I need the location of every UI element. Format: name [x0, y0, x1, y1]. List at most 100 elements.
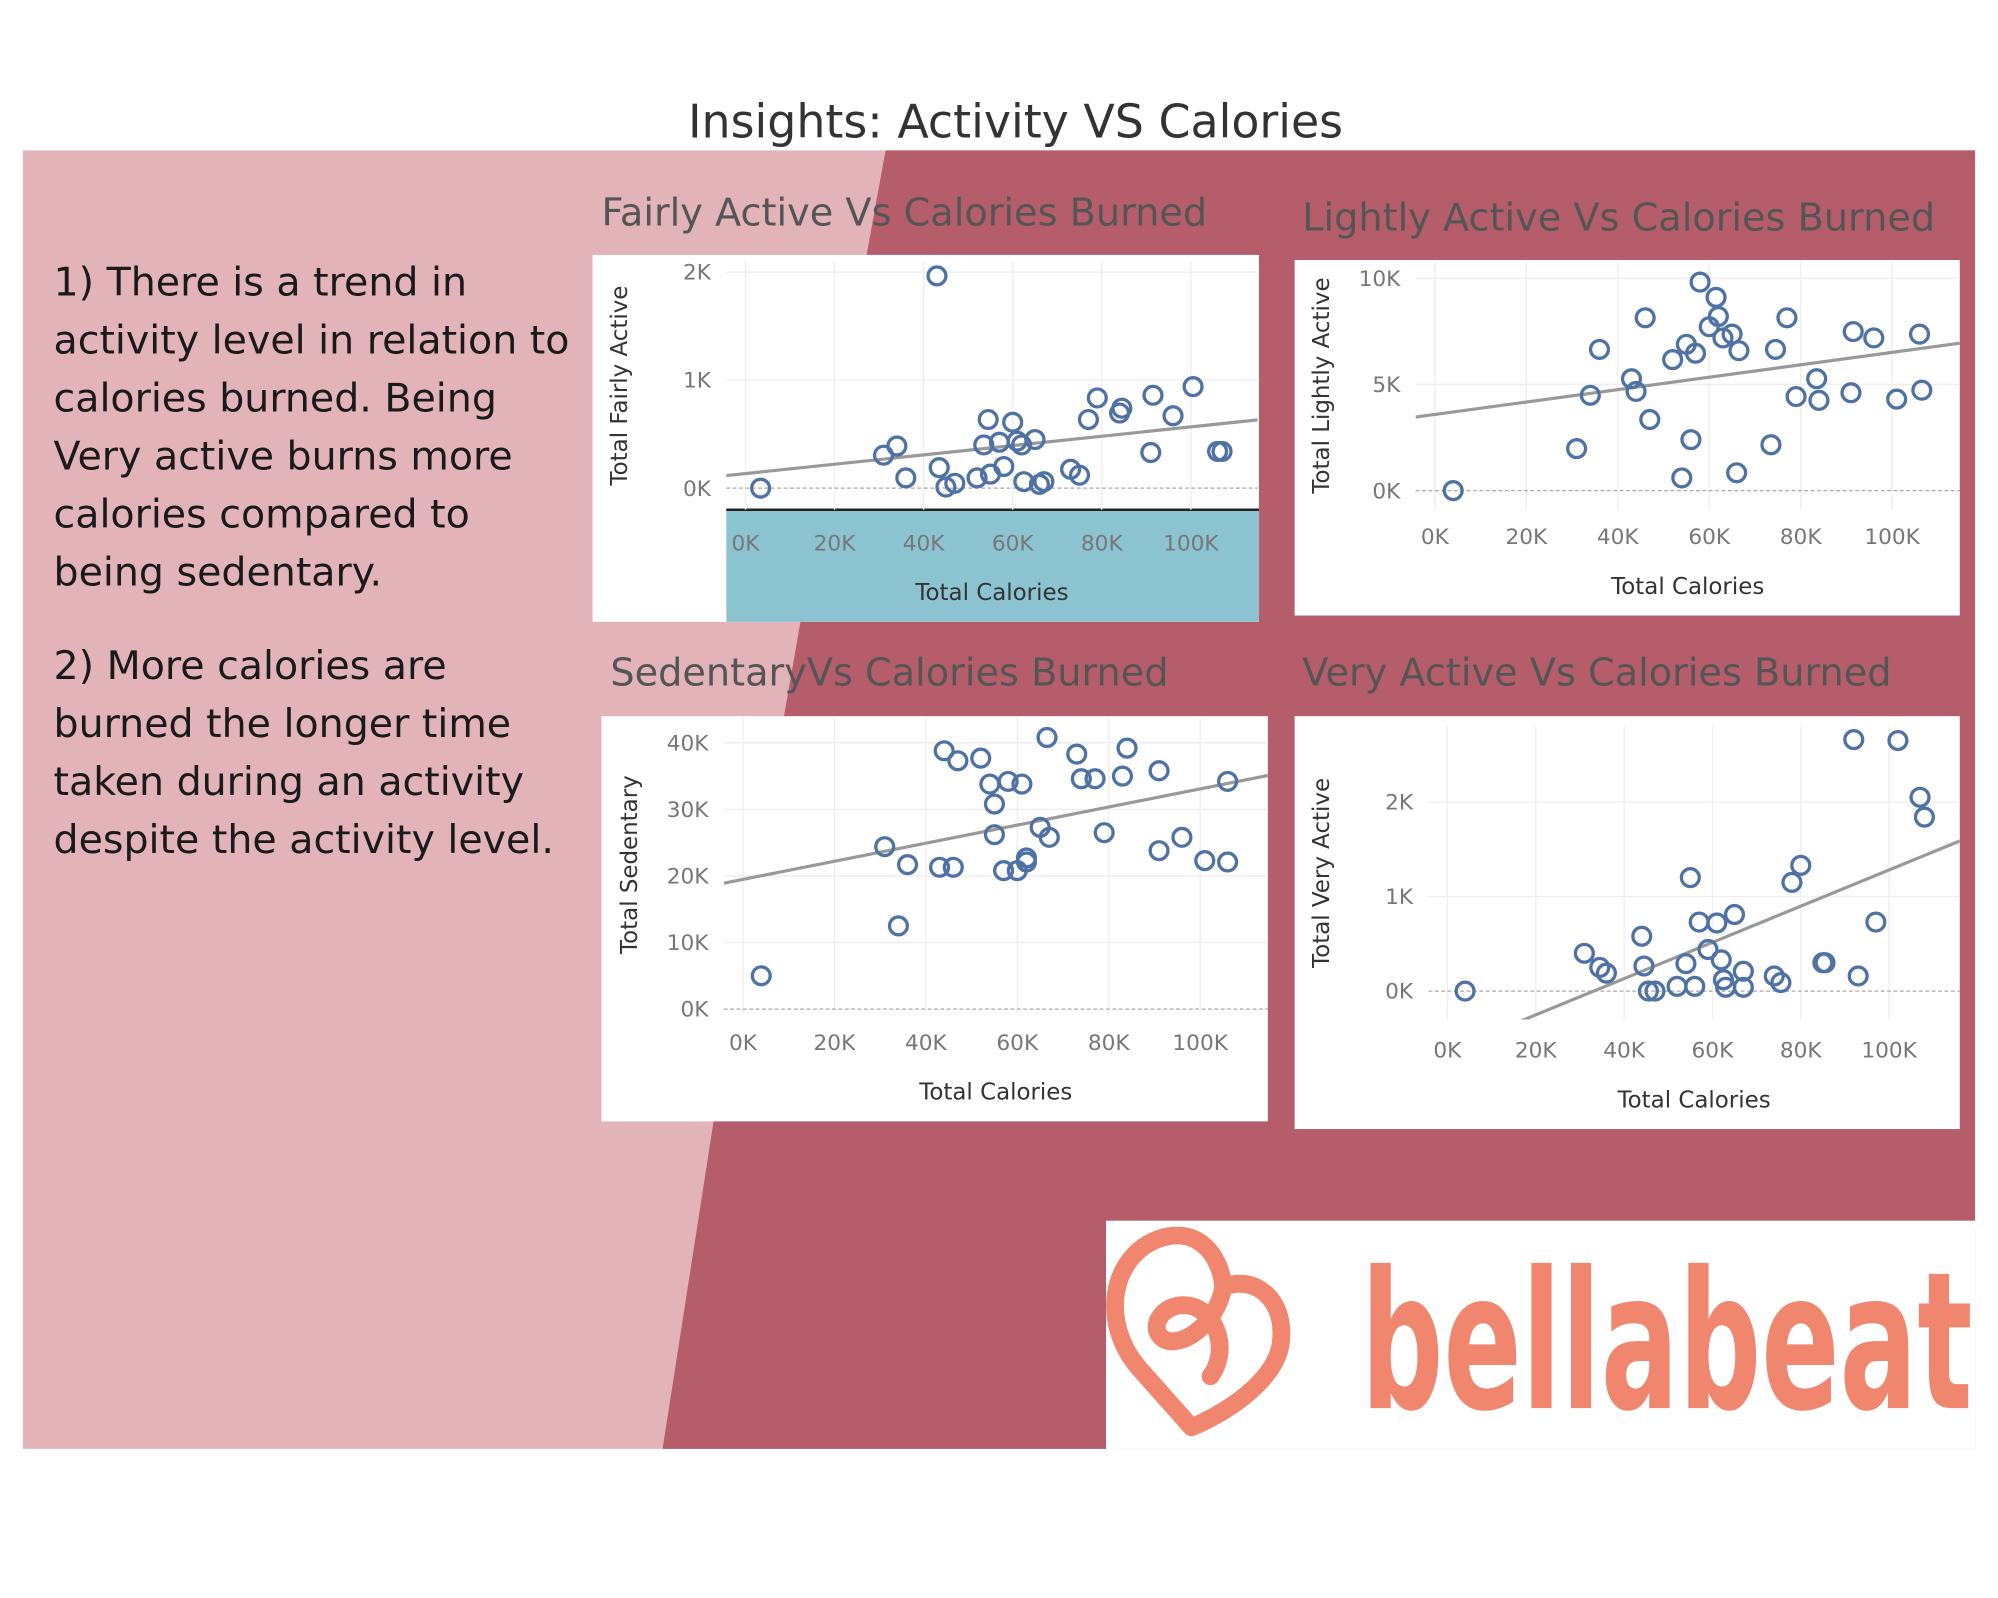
data-point	[1732, 976, 1754, 998]
data-point	[1084, 768, 1106, 790]
data-point	[1887, 729, 1909, 752]
data-point	[1707, 305, 1729, 328]
data-point	[1148, 760, 1170, 782]
data-point	[1142, 384, 1164, 406]
data-point	[1625, 380, 1647, 403]
insight-line: taken during an activity	[54, 759, 524, 805]
data-point	[1011, 773, 1033, 795]
chart-panel	[1294, 259, 1960, 616]
data-point	[1036, 726, 1058, 749]
data-point	[1847, 965, 1869, 987]
data-point	[1697, 938, 1719, 961]
data-point	[1785, 385, 1807, 408]
data-point	[1790, 854, 1812, 876]
data-point	[1886, 388, 1908, 410]
data-point	[947, 750, 969, 772]
data-point	[750, 477, 772, 499]
trend-line	[1415, 341, 1960, 419]
data-point	[886, 435, 908, 457]
y-tick-label: 10K	[1359, 267, 1402, 292]
data-point	[1217, 851, 1239, 873]
data-point	[1211, 440, 1233, 462]
y-tick-label: 10K	[667, 931, 710, 956]
data-point	[1111, 765, 1134, 787]
chart: Lightly Active Vs Calories Burned 0K 20K 40…	[1294, 197, 1960, 616]
y-tick-label: 5K	[1372, 373, 1401, 398]
data-point	[1863, 327, 1885, 349]
x-axis-title: Total Calories	[1617, 1087, 1771, 1113]
data-point	[1781, 871, 1803, 893]
x-tick-label: 0K	[731, 532, 760, 557]
data-point	[928, 856, 951, 878]
x-tick-label: 40K	[905, 1031, 948, 1056]
data-point	[1011, 434, 1033, 456]
data-point	[966, 467, 988, 489]
y-tick-label: 30K	[667, 798, 710, 823]
x-axis-title: Total Calories	[1610, 574, 1764, 600]
chart-title: Very Active Vs Calories Burned	[1302, 652, 1891, 696]
data-point	[1909, 786, 1931, 808]
data-point	[1706, 912, 1728, 934]
data-point	[1680, 429, 1702, 451]
y-tick-label: 40K	[667, 731, 710, 756]
data-point	[1675, 953, 1697, 975]
data-point	[896, 854, 919, 876]
y-axis-title: Total Sedentary	[617, 775, 643, 955]
data-point	[1843, 729, 1865, 751]
data-point	[895, 467, 917, 489]
data-point	[993, 860, 1015, 882]
data-point	[1068, 464, 1091, 486]
y-tick-label: 1K	[1385, 885, 1414, 910]
data-point	[1637, 980, 1659, 1002]
data-point	[993, 455, 1015, 478]
data-point	[1732, 960, 1754, 982]
data-point	[1070, 768, 1092, 790]
x-tick-label: 20K	[814, 532, 857, 557]
data-point	[1631, 925, 1653, 947]
data-point	[1038, 826, 1060, 848]
x-tick-label: 80K	[1780, 525, 1823, 550]
x-tick-label: 40K	[1603, 1039, 1646, 1064]
chart-title: Fairly Active Vs Calories Burned	[601, 192, 1207, 236]
data-point	[1808, 389, 1830, 411]
data-point	[1634, 307, 1656, 329]
insight-line: calories burned. Being	[54, 376, 497, 422]
x-axis-title: Total Calories	[914, 580, 1068, 606]
data-point	[1776, 307, 1798, 329]
data-point	[750, 965, 772, 987]
data-point	[1182, 376, 1204, 398]
data-point	[983, 824, 1006, 846]
x-tick-label: 80K	[1780, 1039, 1823, 1064]
y-tick-label: 0K	[1385, 980, 1414, 1005]
data-point	[1013, 471, 1035, 493]
data-point	[1116, 737, 1138, 759]
data-point	[1639, 408, 1661, 431]
data-point	[973, 434, 995, 456]
y-axis-title: Total Fairly Active	[607, 286, 633, 487]
chart: Fairly Active Vs Calories Burned 0K 20K 40K…	[592, 192, 1259, 622]
chart: Very Active Vs Calories Burned 0K 20K 40K 60…	[1294, 652, 1960, 1130]
data-point	[1684, 342, 1707, 364]
x-tick-label: 0K	[729, 1031, 758, 1056]
y-tick-label: 2K	[1385, 791, 1414, 816]
chart-title: SedentaryVs Calories Burned	[610, 652, 1168, 696]
data-point	[1566, 438, 1588, 460]
insight-line: despite the activity level.	[54, 817, 554, 863]
x-tick-label: 60K	[992, 532, 1035, 557]
data-point	[1111, 397, 1133, 419]
data-point	[1086, 387, 1108, 409]
insight-line: 1) There is a trend in	[54, 260, 468, 306]
x-tick-label: 80K	[1081, 532, 1124, 557]
logo-box	[1106, 1220, 1976, 1449]
x-tick-label: 60K	[1688, 525, 1731, 550]
data-point	[1579, 384, 1601, 406]
y-tick-label: 2K	[683, 261, 712, 286]
y-axis-title: Total Very Active	[1309, 778, 1335, 969]
x-tick-label: 100K	[1172, 1031, 1228, 1056]
data-point	[1671, 467, 1693, 489]
data-point	[1171, 826, 1193, 848]
data-point	[1093, 822, 1115, 844]
data-point	[1806, 368, 1828, 390]
